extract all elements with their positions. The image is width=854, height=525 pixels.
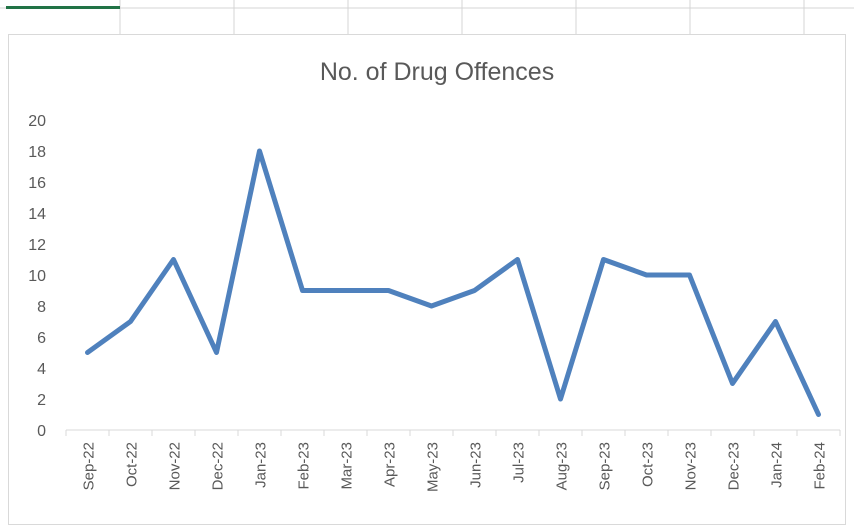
y-tick-label: 12 xyxy=(28,237,46,254)
x-tick-label: Jan-23 xyxy=(253,442,270,488)
x-tick-label: Jun-23 xyxy=(468,442,485,488)
y-tick-label: 2 xyxy=(37,392,46,409)
x-tick-label: Feb-23 xyxy=(296,442,313,490)
selected-cell-indicator[interactable] xyxy=(6,6,120,9)
y-tick-label: 6 xyxy=(37,330,46,347)
x-tick-label: Nov-23 xyxy=(683,442,700,490)
y-axis: 0 2 4 6 8 10 12 14 16 18 20 xyxy=(28,113,46,440)
series-layer xyxy=(85,148,821,417)
chart-title: No. of Drug Offences xyxy=(319,58,555,86)
x-axis: Sep-22 Oct-22 Nov-22 Dec-22 Jan-23 Feb-23 Mar-… xyxy=(65,429,841,492)
x-tick-label: Jan-24 xyxy=(769,442,786,488)
y-tick-label: 10 xyxy=(28,268,46,285)
y-tick-label: 4 xyxy=(37,361,46,378)
x-tick-label: Feb-24 xyxy=(812,442,829,490)
x-tick-label: Oct-22 xyxy=(124,442,141,487)
chart-area[interactable] xyxy=(8,34,846,525)
x-tick-label: Sep-23 xyxy=(597,442,614,490)
x-tick-label: Mar-23 xyxy=(339,442,356,490)
x-tick-label: May-23 xyxy=(425,442,442,492)
y-tick-label: 16 xyxy=(28,175,46,192)
x-tick-label: Jul-23 xyxy=(511,442,528,483)
x-tick-label: Nov-22 xyxy=(167,442,184,490)
y-tick-label: 18 xyxy=(28,144,46,161)
x-tick-label: Dec-23 xyxy=(726,442,743,490)
x-tick-label: Oct-23 xyxy=(640,442,657,487)
x-tick-label: Sep-22 xyxy=(81,442,98,490)
y-tick-label: 20 xyxy=(28,113,46,130)
x-tick-label: Aug-23 xyxy=(554,442,571,490)
y-tick-label: 0 xyxy=(37,423,46,440)
x-tick-label: Dec-22 xyxy=(210,442,227,490)
series-line xyxy=(85,148,821,417)
y-tick-label: 14 xyxy=(28,206,46,223)
x-tick-label: Apr-23 xyxy=(382,442,399,487)
y-tick-label: 8 xyxy=(37,299,46,316)
